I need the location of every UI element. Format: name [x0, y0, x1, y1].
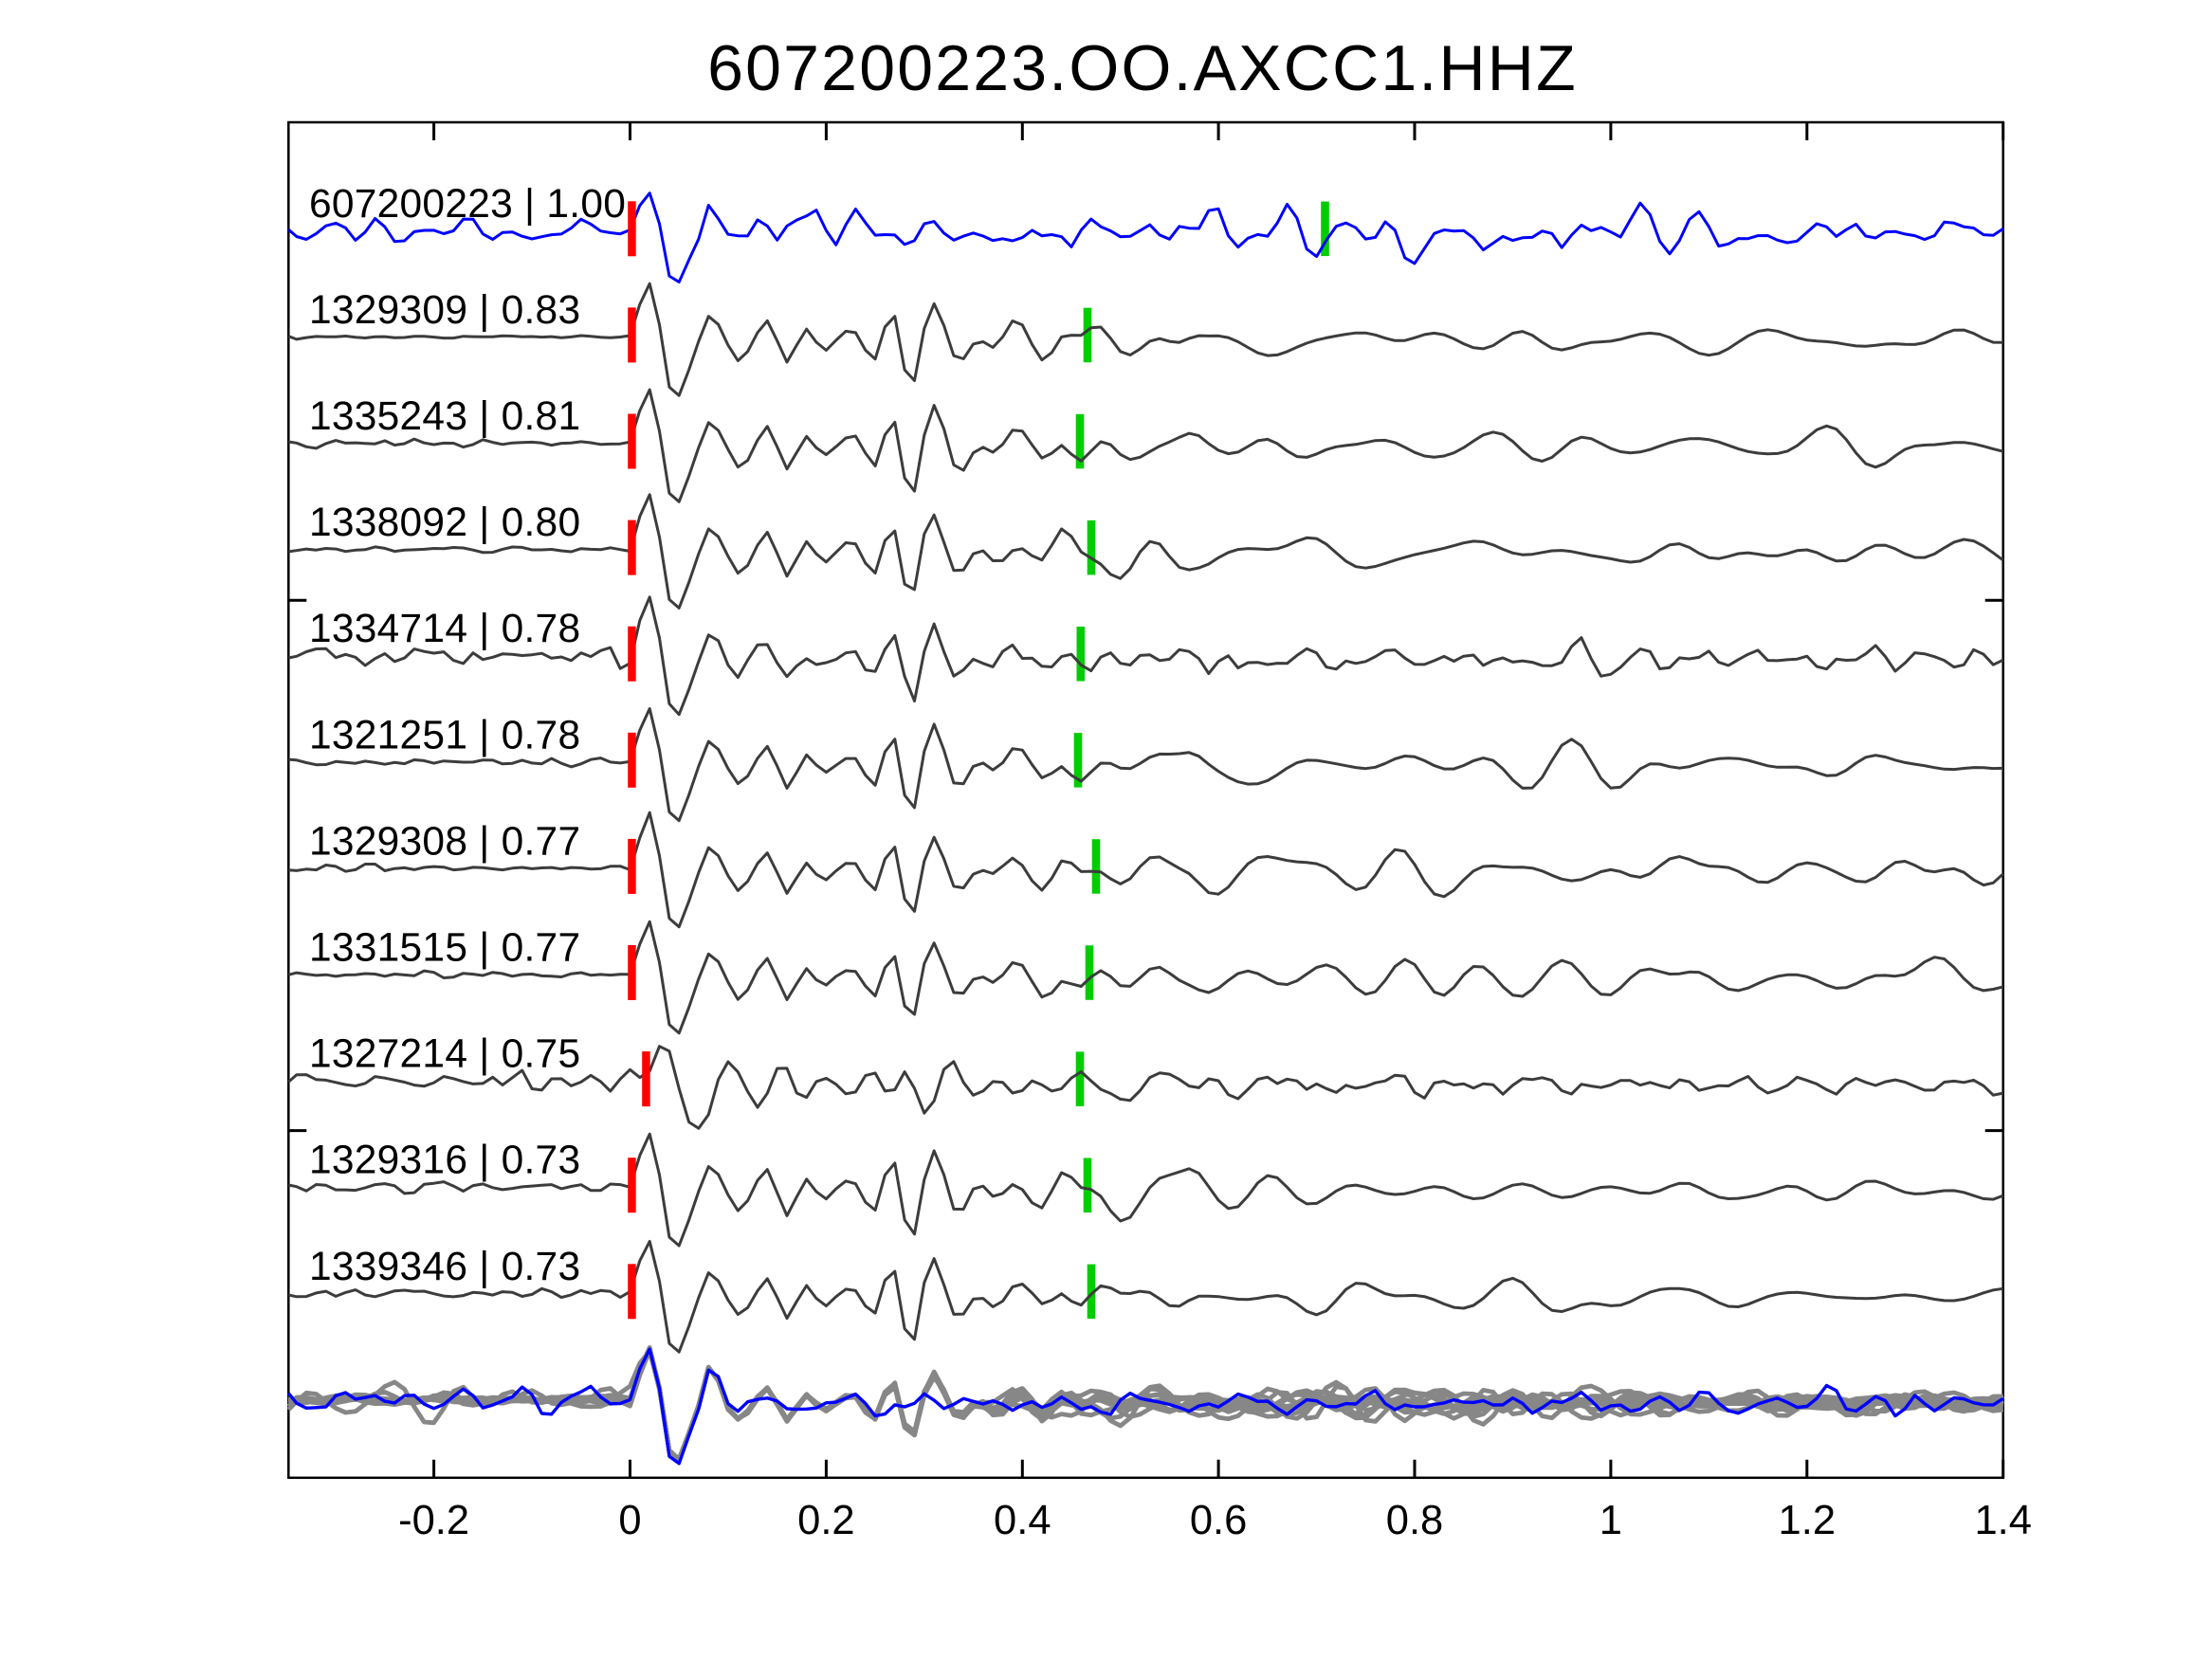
svg-text:0.8: 0.8	[1386, 1498, 1443, 1543]
svg-text:607200223.OO.AXCC1.HHZ: 607200223.OO.AXCC1.HHZ	[707, 32, 1578, 104]
svg-text:0.2: 0.2	[797, 1498, 854, 1543]
svg-text:1321251 | 0.78: 1321251 | 0.78	[309, 713, 580, 757]
svg-text:1329309 | 0.83: 1329309 | 0.83	[309, 288, 580, 333]
svg-text:1329316 | 0.73: 1329316 | 0.73	[309, 1139, 580, 1183]
svg-text:1.4: 1.4	[1974, 1498, 2031, 1543]
svg-text:1338092 | 0.80: 1338092 | 0.80	[309, 501, 580, 545]
svg-text:1334714 | 0.78: 1334714 | 0.78	[309, 607, 580, 651]
svg-text:1329308 | 0.77: 1329308 | 0.77	[309, 819, 580, 864]
svg-text:1327214 | 0.75: 1327214 | 0.75	[309, 1032, 580, 1077]
svg-text:0.4: 0.4	[994, 1498, 1051, 1543]
svg-text:-0.2: -0.2	[398, 1498, 469, 1543]
svg-text:1.2: 1.2	[1779, 1498, 1836, 1543]
svg-text:1: 1	[1600, 1498, 1622, 1543]
svg-text:1335243 | 0.81: 1335243 | 0.81	[309, 394, 580, 439]
svg-text:0.6: 0.6	[1190, 1498, 1247, 1543]
svg-text:1331515 | 0.77: 1331515 | 0.77	[309, 926, 580, 971]
svg-text:1339346 | 0.73: 1339346 | 0.73	[309, 1245, 580, 1289]
svg-text:0: 0	[618, 1498, 641, 1543]
